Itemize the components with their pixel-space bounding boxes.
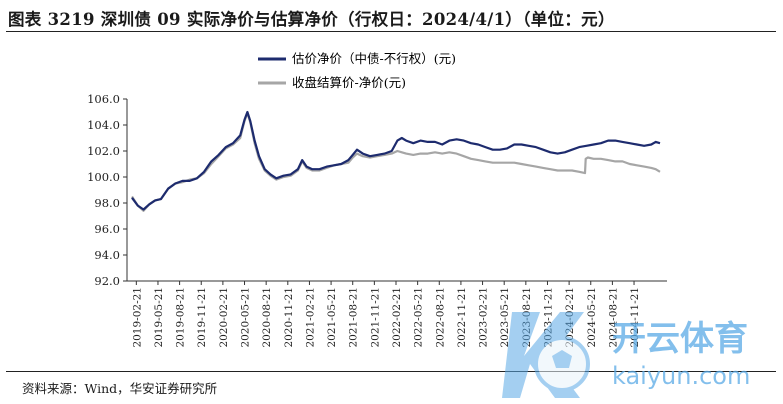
- x-tick-label: 2019-11-21: [196, 287, 208, 348]
- title-bar: 图表 3219 深圳债 09 实际净价与估算净价（行权日：2024/4/1）（单…: [6, 3, 776, 32]
- y-tick-label: 98.0: [94, 196, 120, 210]
- x-tick-label: 2021-11-21: [369, 287, 381, 348]
- legend-label-valuation: 估价净价（中债-不行权）(元): [292, 51, 456, 66]
- chart-title: 图表 3219 深圳债 09 实际净价与估算净价（行权日：2024/4/1）（单…: [8, 10, 615, 29]
- watermark-logo: 开云体育 kaiyun.com: [502, 312, 750, 398]
- legend-label-closing: 收盘结算价-净价(元): [292, 75, 406, 90]
- x-tick-label: 2020-02-21: [218, 287, 230, 348]
- x-tick-label: 2022-11-21: [456, 287, 468, 348]
- source-divider: [6, 371, 776, 372]
- x-tick-label: 2022-05-21: [413, 287, 425, 348]
- y-tick-label: 102.0: [87, 144, 120, 158]
- x-tick-label: 2024-05-21: [586, 287, 598, 348]
- x-tick-label: 2020-08-21: [261, 287, 273, 348]
- x-tick-label: 2023-05-21: [499, 287, 511, 348]
- x-tick-label: 2021-05-21: [326, 287, 338, 348]
- x-tick-label: 2022-02-21: [391, 287, 403, 348]
- series-line-valuation: [131, 110, 661, 211]
- x-tick-label: 2020-11-21: [283, 287, 295, 348]
- x-tick-label: 2023-02-21: [478, 287, 490, 348]
- x-tick-label: 2024-08-21: [607, 287, 619, 348]
- chart-axes: [126, 99, 667, 282]
- x-tick-label: 2024-11-21: [629, 287, 641, 348]
- chart-legend: 估价净价（中债-不行权）(元) 收盘结算价-净价(元): [258, 51, 456, 90]
- y-tick-label: 106.0: [87, 92, 120, 106]
- watermark-brand-cn: 开云体育: [612, 319, 748, 359]
- x-tick-label: 2019-02-21: [131, 287, 143, 348]
- x-tick-label: 2021-02-21: [304, 287, 316, 348]
- y-tick-label: 94.0: [94, 248, 120, 262]
- y-tick-label: 96.0: [94, 222, 120, 236]
- x-tick-label: 2020-05-21: [240, 287, 252, 348]
- source-note: 资料来源：Wind，华安证券研究所: [22, 381, 218, 396]
- x-tick-label: 2022-08-21: [434, 287, 446, 348]
- x-tick-label: 2021-08-21: [348, 287, 360, 348]
- y-axis-ticks: 92.0 94.0 96.0 98.0 100.0 102.0 104.0 106.0: [87, 92, 127, 288]
- y-tick-label: 100.0: [87, 170, 120, 184]
- x-tick-label: 2019-08-21: [175, 287, 187, 348]
- watermark-brand-url: kaiyun.com: [612, 362, 750, 390]
- x-tick-label: 2019-05-21: [153, 287, 165, 348]
- y-tick-label: 92.0: [94, 274, 120, 288]
- y-tick-label: 104.0: [87, 118, 120, 132]
- series-lines: [131, 110, 661, 212]
